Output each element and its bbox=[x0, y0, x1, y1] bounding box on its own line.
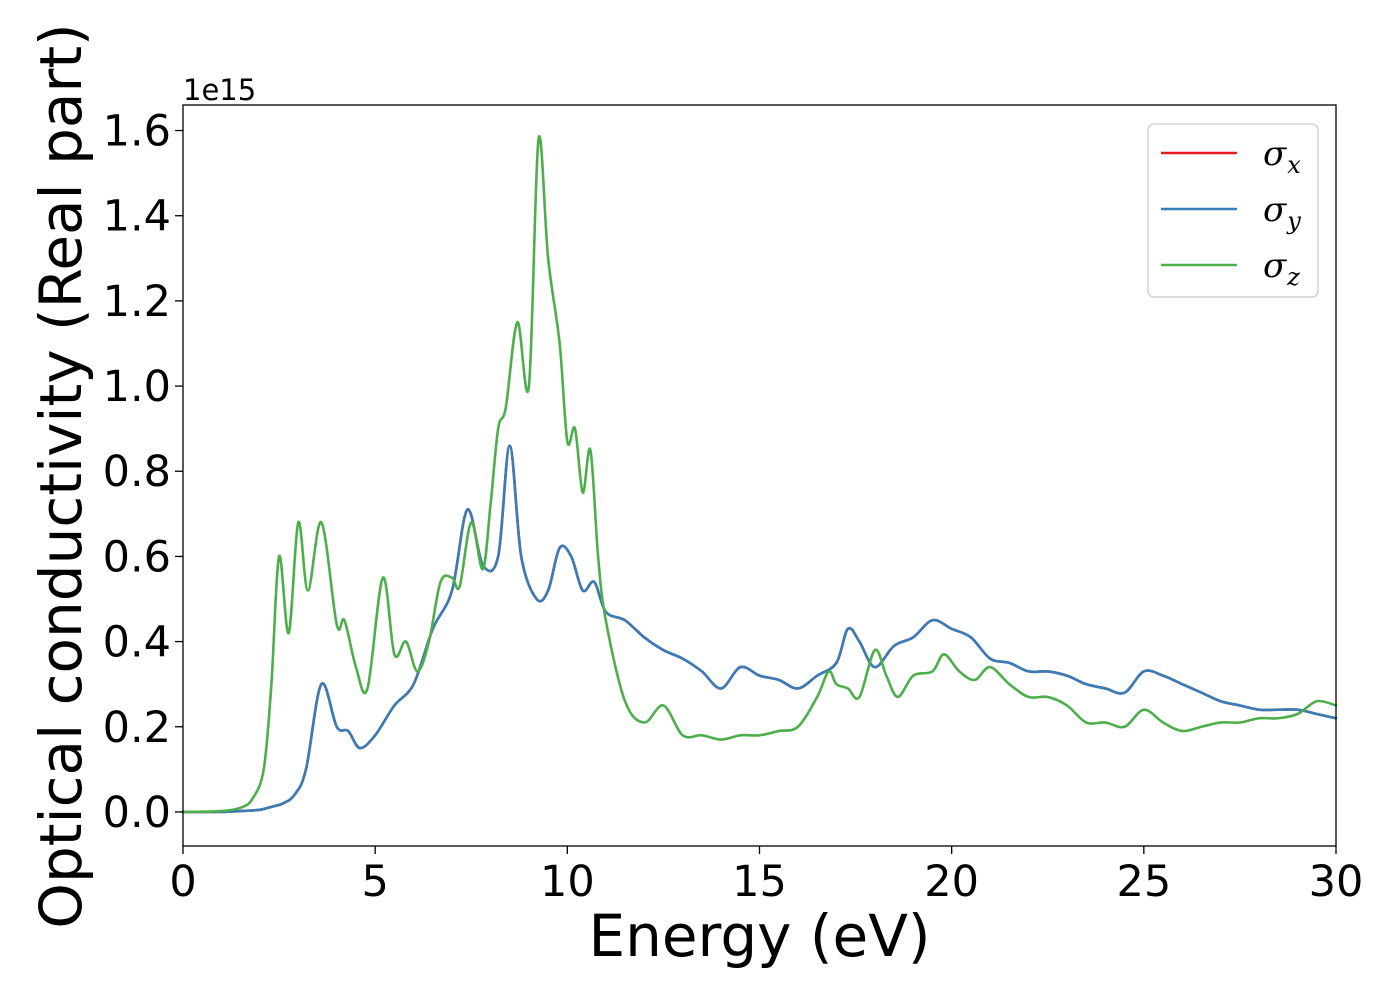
y-axis-title: Optical conductivity (Real part) bbox=[27, 23, 95, 928]
y-axis-ticks: 0.0 0.2 0.4 0.6 0.8 1.0 1.2 1.4 1.6 bbox=[103, 107, 183, 838]
x-tick-label: 25 bbox=[1116, 857, 1171, 907]
y-tick-label: 1.2 bbox=[103, 277, 171, 327]
x-tick-label: 30 bbox=[1309, 857, 1364, 907]
plot-area bbox=[183, 105, 1336, 846]
y-tick-label: 0.6 bbox=[103, 532, 171, 582]
x-tick-label: 10 bbox=[540, 857, 595, 907]
y-tick-label: 0.0 bbox=[103, 788, 171, 838]
y-tick-label: 0.4 bbox=[103, 618, 171, 668]
x-tick-label: 20 bbox=[924, 857, 979, 907]
y-tick-label: 1.6 bbox=[103, 107, 171, 157]
x-axis-ticks: 0 5 10 15 20 25 30 bbox=[169, 846, 1363, 907]
legend-label-sigma-y: σy bbox=[1263, 190, 1301, 235]
y-offset-label: 1e15 bbox=[183, 73, 256, 107]
x-tick-label: 5 bbox=[361, 857, 388, 907]
x-axis-title: Energy (eV) bbox=[588, 902, 930, 970]
legend-frame bbox=[1147, 123, 1319, 298]
series-line-sigma-z bbox=[181, 135, 1338, 814]
series-line-sigma-y bbox=[181, 444, 1338, 814]
y-tick-label: 0.8 bbox=[103, 447, 171, 497]
y-tick-label: 1.0 bbox=[103, 362, 171, 412]
y-tick-label: 1.4 bbox=[103, 192, 171, 242]
x-tick-label: 15 bbox=[732, 857, 787, 907]
x-tick-label: 0 bbox=[169, 857, 196, 907]
y-tick-label: 0.2 bbox=[103, 703, 171, 753]
series-layer bbox=[181, 135, 1338, 814]
